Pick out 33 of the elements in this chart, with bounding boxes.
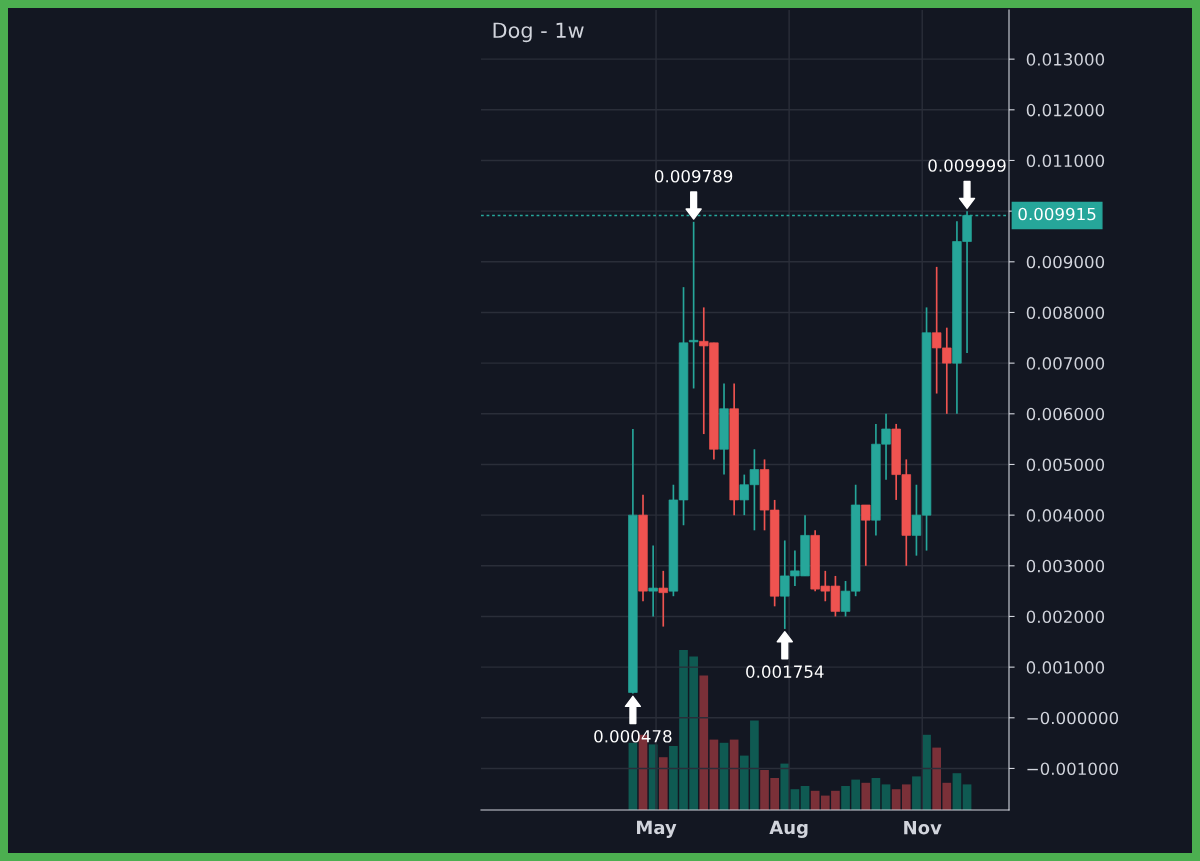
x-tick-label: Aug: [769, 820, 808, 838]
candlestick: [658, 570, 668, 628]
y-tick-label: 0.012000: [1026, 103, 1105, 117]
bar: [861, 782, 871, 810]
y-tick-label: 0.007000: [1026, 357, 1105, 370]
bar: [962, 784, 972, 810]
text: Dog - 1w: [493, 22, 584, 43]
candlestick: [648, 544, 658, 618]
y-tick-label: 0.008000: [1026, 306, 1105, 320]
annotation: 0.009789: [654, 169, 733, 183]
y-tick-label: 0.005000: [1026, 458, 1105, 472]
bar: [699, 675, 709, 810]
annotation: 0.009999: [928, 159, 1006, 172]
x-tick-label: Nov: [904, 820, 942, 835]
y-tick-label: 0.002000: [1026, 610, 1105, 624]
y-tick-label: 0.001000: [1026, 661, 1105, 674]
y-tick-label: 0.003000: [1026, 559, 1105, 573]
bar: [912, 776, 921, 810]
x-tick-label: May: [637, 820, 677, 838]
candlestick: [861, 504, 871, 567]
bar: [658, 757, 668, 810]
annotation: 0.001754: [746, 665, 824, 678]
y-tick-label: 0.004000: [1026, 509, 1105, 522]
y-tick-label: 0.011000: [1026, 154, 1105, 168]
y-tick-label: 0.006000: [1026, 407, 1105, 421]
ref-line-label: 0.009915: [1018, 207, 1096, 221]
annotation: 0.000478: [594, 729, 672, 743]
y-tick-label: −0.001000: [1027, 762, 1119, 776]
y-tick-label: −0.000000: [1027, 711, 1119, 725]
bar: [881, 784, 891, 810]
bar: [952, 773, 962, 810]
y-tick-label: 0.009000: [1026, 255, 1105, 269]
y-tick-label: 0.013000: [1026, 53, 1105, 66]
